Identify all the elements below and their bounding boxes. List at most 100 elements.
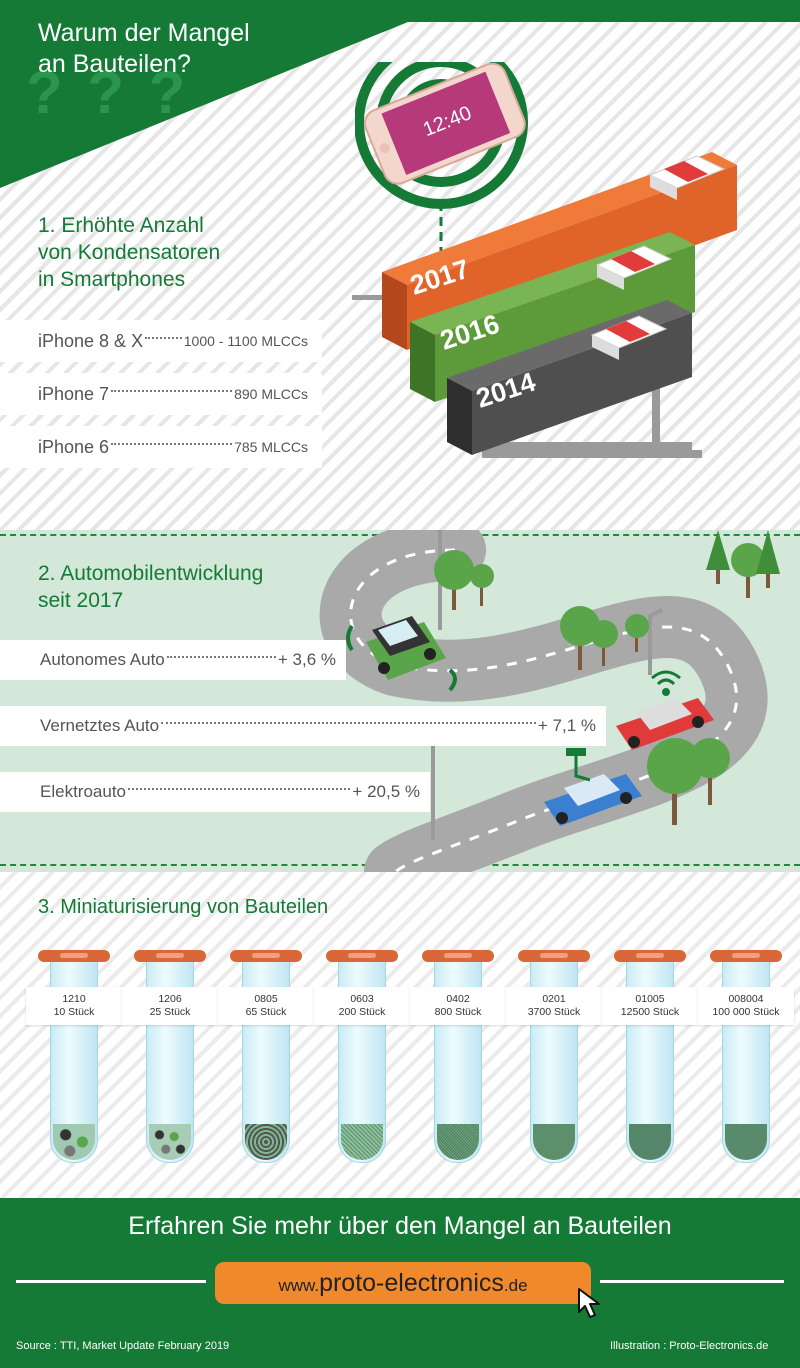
component-size: 1210 xyxy=(62,993,86,1005)
test-tube: 0603 200 Stück xyxy=(314,950,410,1178)
illustration-credit: Illustration : Proto-Electronics.de xyxy=(610,1340,769,1352)
section2-heading: 2. Automobilentwicklung seit 2017 xyxy=(38,560,338,614)
component-size: 0805 xyxy=(254,993,278,1005)
component-count: 25 Stück xyxy=(149,1006,191,1018)
row-value: 1000 - 1100 MLCCs xyxy=(183,333,308,349)
row-value: + 20,5 % xyxy=(352,782,420,801)
tube-label: 0603 200 Stück xyxy=(314,987,410,1025)
section1-heading-line-1: 1. Erhöhte Anzahl xyxy=(38,214,204,237)
tube-cap xyxy=(326,950,398,962)
tube-cap xyxy=(710,950,782,962)
road-illustration xyxy=(319,530,780,872)
tube-label: 0402 800 Stück xyxy=(410,987,506,1025)
capacitor-chips-illustration: 2017 2016 2014 xyxy=(352,152,737,458)
title-line-1: Warum der Mangel xyxy=(38,19,250,47)
source-credit: Source : TTI, Market Update February 201… xyxy=(16,1340,230,1352)
footer-divider xyxy=(600,1280,784,1283)
tube-label: 1210 10 Stück xyxy=(26,987,122,1025)
car-stat-row: Vernetztes Auto + 7,1 % xyxy=(0,706,606,746)
url-domain: proto-electronics xyxy=(319,1269,504,1297)
footer-divider xyxy=(16,1280,206,1283)
row-label: Vernetztes Auto xyxy=(40,716,160,735)
row-value: + 3,6 % xyxy=(277,650,336,669)
url-suffix: .de xyxy=(503,1276,528,1295)
component-count: 800 Stück xyxy=(434,1006,482,1018)
components-fill xyxy=(629,1124,671,1160)
row-label: Elektroauto xyxy=(40,782,126,801)
url-prefix: www. xyxy=(278,1276,320,1295)
test-tube: 0201 3700 Stück xyxy=(506,950,602,1178)
tube-label: 1206 25 Stück xyxy=(122,987,218,1025)
page-title: Warum der Mangel an Bauteilen? xyxy=(38,18,338,80)
tube-cap xyxy=(230,950,302,962)
component-size: 1206 xyxy=(158,993,182,1005)
dot-leader xyxy=(128,788,351,790)
car-stat-row: Autonomes Auto + 3,6 % xyxy=(0,640,346,680)
test-tube: 008004 100 000 Stück xyxy=(698,950,794,1178)
question-marks-icon: ? ? ? xyxy=(26,59,190,126)
components-fill xyxy=(341,1124,383,1160)
tube-cap xyxy=(518,950,590,962)
iphone-row: iPhone 8 & X 1000 - 1100 MLCCs xyxy=(0,320,322,362)
tube-cap xyxy=(134,950,206,962)
dot-leader xyxy=(161,722,536,724)
iphone-row: iPhone 7 890 MLCCs xyxy=(0,373,322,415)
row-value: 785 MLCCs xyxy=(234,439,308,455)
tube-cap xyxy=(422,950,494,962)
website-link-button[interactable]: www.proto-electronics.de xyxy=(215,1262,591,1304)
cursor-arrow-icon xyxy=(578,1288,600,1318)
row-label: iPhone 6 xyxy=(38,436,110,457)
test-tube: 0805 65 Stück xyxy=(218,950,314,1178)
tube-cap xyxy=(38,950,110,962)
section-automotive: 2. Automobilentwicklung seit 2017 Autono… xyxy=(0,530,800,872)
tube-cap xyxy=(614,950,686,962)
test-tube: 1206 25 Stück xyxy=(122,950,218,1178)
row-value: + 7,1 % xyxy=(537,716,596,735)
components-fill xyxy=(245,1124,287,1160)
test-tube: 1210 10 Stück xyxy=(26,950,122,1178)
components-fill xyxy=(149,1124,191,1160)
dot-leader xyxy=(145,336,182,339)
section2-heading-line-1: 2. Automobilentwicklung xyxy=(38,562,264,585)
tube-label: 0201 3700 Stück xyxy=(506,987,602,1025)
component-count: 3700 Stück xyxy=(527,1006,581,1018)
component-count: 65 Stück xyxy=(245,1006,287,1018)
smartphone-illustration: 12:40 xyxy=(355,62,528,262)
dot-leader xyxy=(111,442,233,445)
component-size: 0402 xyxy=(446,993,470,1005)
section1-heading-line-3: in Smartphones xyxy=(38,268,186,291)
row-label: iPhone 7 xyxy=(38,383,110,404)
section3-heading: 3. Miniaturisierung von Bauteilen xyxy=(38,896,329,918)
component-count: 100 000 Stück xyxy=(712,1006,780,1018)
component-size: 0603 xyxy=(350,993,374,1005)
row-label: Autonomes Auto xyxy=(40,650,165,669)
car-stat-row: Elektroauto + 20,5 % xyxy=(0,772,430,812)
components-fill xyxy=(725,1124,767,1160)
test-tube: 01005 12500 Stück xyxy=(602,950,698,1178)
component-count: 10 Stück xyxy=(53,1006,95,1018)
section2-heading-line-2: seit 2017 xyxy=(38,589,124,612)
dot-leader xyxy=(166,656,276,658)
component-count: 12500 Stück xyxy=(620,1006,680,1018)
section-capacitors: ? ? ? Warum der Mangel an Bauteilen? 12:… xyxy=(0,0,800,530)
row-label: iPhone 8 & X xyxy=(38,330,144,351)
section1-heading-line-2: von Kondensatoren xyxy=(38,241,221,264)
title-banner xyxy=(0,0,462,188)
component-count: 200 Stück xyxy=(338,1006,386,1018)
dot-leader xyxy=(111,389,233,392)
components-fill xyxy=(53,1124,95,1160)
component-size: 0201 xyxy=(542,993,566,1005)
iphone-row: iPhone 6 785 MLCCs xyxy=(0,426,322,468)
section-miniaturization: 3. Miniaturisierung von Bauteilen 1210 1… xyxy=(0,872,800,1198)
test-tube: 0402 800 Stück xyxy=(410,950,506,1178)
components-fill xyxy=(533,1124,575,1160)
title-line-2: an Bauteilen? xyxy=(38,50,191,78)
cta-heading: Erfahren Sie mehr über den Mangel an Bau… xyxy=(128,1212,672,1240)
tube-label: 01005 12500 Stück xyxy=(602,987,698,1025)
components-fill xyxy=(437,1124,479,1160)
tube-label: 0805 65 Stück xyxy=(218,987,314,1025)
footer: Erfahren Sie mehr über den Mangel an Bau… xyxy=(0,1198,800,1368)
component-size: 01005 xyxy=(635,993,665,1005)
section1-heading: 1. Erhöhte Anzahl von Kondensatoren in S… xyxy=(38,212,298,293)
component-size: 008004 xyxy=(728,993,764,1005)
